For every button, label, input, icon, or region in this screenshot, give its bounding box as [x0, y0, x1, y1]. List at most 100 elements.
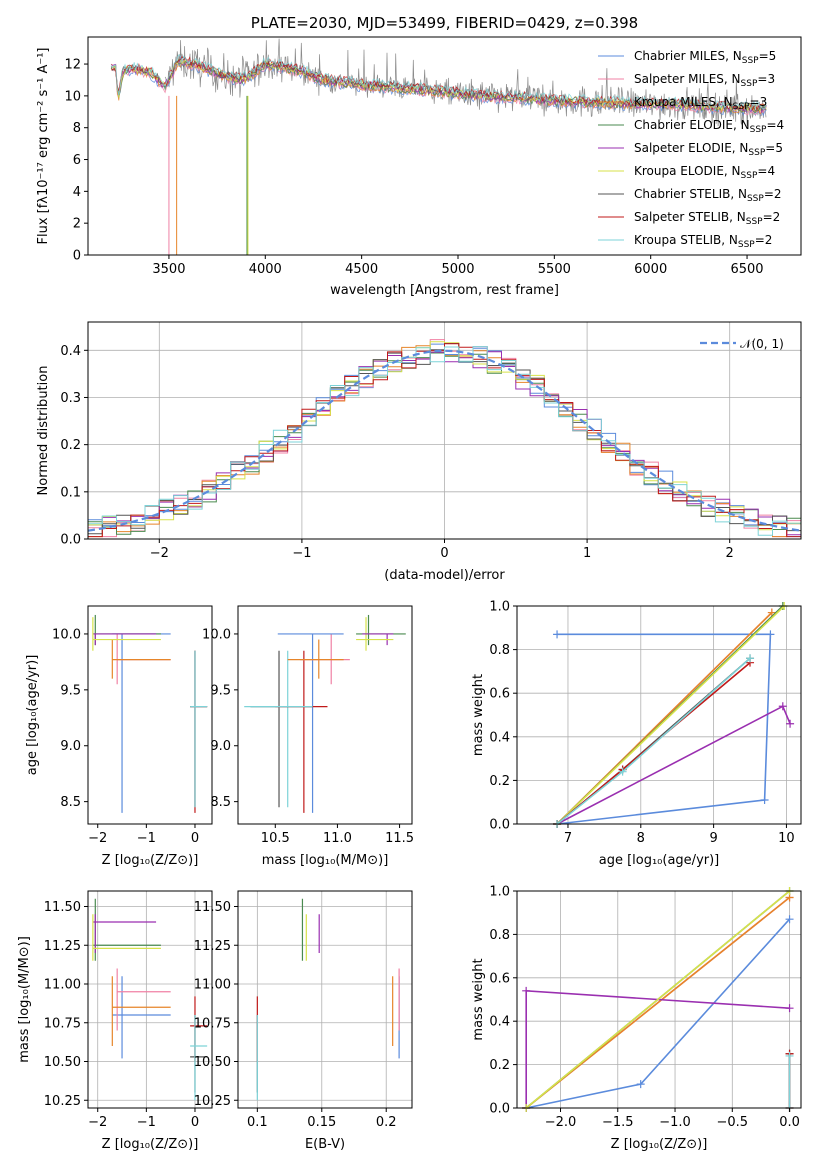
- y-axis-label: age [log₁₀(age/yr)]: [25, 655, 40, 776]
- y-tick-label: 9.0: [210, 739, 231, 754]
- y-axis-label: mass weight: [471, 674, 486, 756]
- y-tick-label: 10.25: [194, 1094, 231, 1109]
- x-tick-label: 1: [583, 546, 591, 561]
- weight-line: [525, 989, 790, 1108]
- y-tick-label: 0.0: [489, 818, 510, 833]
- x-tick-label: 0: [440, 546, 448, 561]
- y-tick-label: 9.0: [60, 739, 81, 754]
- model-spectrum-line: [110, 54, 767, 111]
- weight-vs-age-panel: [517, 605, 801, 825]
- weight-vs-age-frame: [516, 605, 802, 825]
- y-tick-label: 11.00: [194, 978, 231, 993]
- weight-marker: [618, 767, 627, 776]
- y-tick-label: 0.3: [60, 391, 81, 406]
- y-tick-label: 12: [64, 58, 81, 73]
- weight-marker: [785, 1051, 794, 1060]
- y-tick-label: 0.2: [489, 1058, 510, 1073]
- weight-marker: [553, 630, 562, 639]
- weight-line: [525, 890, 791, 1109]
- y-tick-label: 10.75: [44, 1016, 81, 1031]
- y-tick-label: 8.5: [60, 795, 81, 810]
- y-tick-label: 10.50: [194, 1055, 231, 1070]
- age-vs-mass-frame: [237, 605, 413, 825]
- x-tick-label: −0.5: [717, 1115, 749, 1130]
- x-tick-label: −1: [137, 1115, 156, 1130]
- x-tick-label: 6000: [634, 262, 667, 277]
- y-tick-label: 1.0: [489, 600, 510, 615]
- x-tick-label: 6500: [730, 262, 763, 277]
- histogram-step-line: [88, 346, 801, 536]
- y-tick-label: 8.5: [210, 795, 231, 810]
- x-axis-label: mass [log₁₀(M/M⊙)]: [262, 853, 389, 868]
- legend-label: Kroupa ELODIE, NSSP=4: [634, 164, 775, 181]
- histogram-step-line: [88, 341, 801, 531]
- x-tick-label: −2: [150, 546, 169, 561]
- y-tick-label: 10.0: [52, 627, 81, 642]
- y-tick-label: 11.25: [44, 939, 81, 954]
- weight-marker: [522, 986, 531, 995]
- y-tick-label: 6: [73, 153, 81, 168]
- y-tick-label: 11.50: [194, 900, 231, 915]
- x-tick-label: 3500: [152, 262, 185, 277]
- x-tick-label: 4000: [249, 262, 282, 277]
- y-tick-label: 0.0: [489, 1102, 510, 1117]
- x-tick-label: 11.0: [323, 831, 352, 846]
- y-tick-label: 11.25: [194, 939, 231, 954]
- y-tick-label: 10: [64, 89, 81, 104]
- y-tick-label: 11.50: [44, 900, 81, 915]
- x-tick-label: 0.2: [376, 1115, 397, 1130]
- x-tick-label: −1: [292, 546, 311, 561]
- x-tick-label: −1: [137, 831, 156, 846]
- legend-label: 𝒩(0, 1): [740, 337, 784, 351]
- legend-label: Salpeter STELIB, NSSP=2: [634, 210, 780, 227]
- x-tick-label: −2: [88, 831, 107, 846]
- y-tick-label: 0.6: [489, 687, 510, 702]
- x-axis-label: (data-model)/error: [384, 568, 505, 583]
- weight-marker: [766, 630, 775, 639]
- x-axis-label: age [log₁₀(age/yr)]: [599, 853, 720, 868]
- legend-label: Salpeter MILES, NSSP=3: [634, 72, 775, 89]
- x-tick-label: 0.15: [307, 1115, 336, 1130]
- chart-title: PLATE=2030, MJD=53499, FIBERID=0429, z=0…: [251, 14, 638, 32]
- weight-line: [526, 918, 791, 1109]
- mass-vs-Z-frame: [87, 890, 213, 1109]
- x-tick-label: 10.5: [261, 831, 290, 846]
- y-axis-label: mass [log₁₀(M/M⊙)]: [17, 936, 32, 1063]
- x-tick-label: 0.0: [779, 1115, 800, 1130]
- x-tick-label: −2: [88, 1115, 107, 1130]
- weight-line: [557, 633, 772, 825]
- weight-marker: [767, 608, 776, 617]
- y-tick-label: 0.4: [60, 344, 81, 359]
- x-axis-label: wavelength [Angstrom, rest frame]: [330, 283, 559, 298]
- x-tick-label: −1.5: [602, 1115, 634, 1130]
- y-tick-label: 10.50: [44, 1055, 81, 1070]
- x-tick-label: 11.5: [385, 831, 414, 846]
- normal-curve: [87, 349, 802, 532]
- x-tick-label: 9: [709, 831, 717, 846]
- x-axis-label: Z [log₁₀(Z/Z⊙)]: [102, 853, 199, 868]
- x-tick-label: 8: [637, 831, 645, 846]
- x-axis-label: E(B-V): [305, 1137, 345, 1152]
- y-axis-label: Normed distribution: [36, 366, 51, 496]
- weight-marker: [760, 796, 769, 805]
- weight-marker: [786, 719, 795, 728]
- legend-label: Chabrier STELIB, NSSP=2: [634, 187, 782, 204]
- y-tick-label: 0.2: [60, 438, 81, 453]
- weight-marker: [778, 702, 787, 711]
- y-axis-label: mass weight: [471, 958, 486, 1040]
- y-tick-label: 4: [73, 185, 81, 200]
- legend-label: Kroupa MILES, NSSP=3: [634, 95, 767, 112]
- y-tick-label: 0.6: [489, 971, 510, 986]
- y-tick-label: 10.0: [202, 627, 231, 642]
- mass-vs-Z-panel: [88, 891, 212, 1108]
- x-tick-label: 0: [191, 1115, 199, 1130]
- x-tick-label: 10: [778, 831, 795, 846]
- y-tick-label: 0.4: [489, 1015, 510, 1030]
- weight-line: [525, 896, 790, 1109]
- x-axis-label: Z [log₁₀(Z/Z⊙)]: [102, 1137, 199, 1152]
- y-tick-label: 9.5: [210, 683, 231, 698]
- spectrum-frame: [87, 36, 802, 256]
- legend-label: Chabrier MILES, NSSP=5: [634, 49, 776, 66]
- x-tick-label: 5000: [441, 262, 474, 277]
